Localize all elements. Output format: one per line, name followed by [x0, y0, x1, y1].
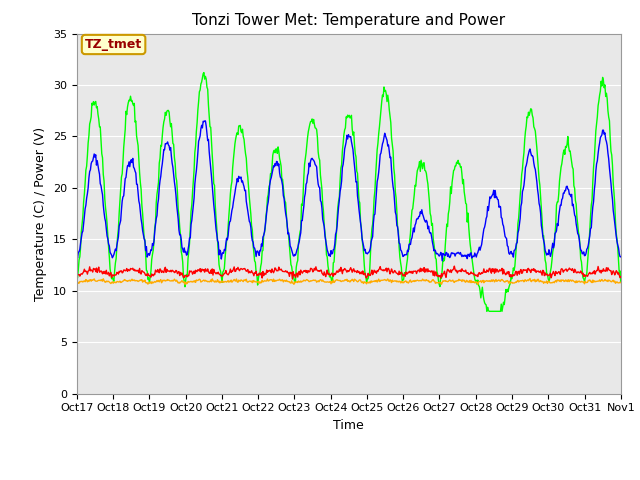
Solar V	[526, 276, 534, 281]
Battery V	[617, 274, 625, 280]
Panel T	[431, 255, 439, 261]
Battery V	[83, 269, 90, 275]
Line: Air T: Air T	[77, 121, 621, 261]
Line: Battery V: Battery V	[77, 266, 621, 279]
Battery V	[289, 276, 296, 282]
Text: TZ_tmet: TZ_tmet	[85, 38, 142, 51]
Air T	[202, 118, 209, 124]
Panel T	[83, 163, 90, 169]
Line: Panel T: Panel T	[77, 72, 621, 312]
Solar V	[415, 278, 422, 284]
Panel T	[73, 276, 81, 282]
Panel T	[223, 236, 231, 241]
Panel T	[483, 309, 491, 314]
Y-axis label: Temperature (C) / Power (V): Temperature (C) / Power (V)	[35, 127, 47, 300]
Title: Tonzi Tower Met: Temperature and Power: Tonzi Tower Met: Temperature and Power	[192, 13, 506, 28]
Solar V	[223, 279, 230, 285]
Solar V	[83, 277, 90, 283]
Solar V	[431, 278, 438, 284]
Panel T	[416, 159, 424, 165]
Battery V	[451, 263, 458, 269]
X-axis label: Time: Time	[333, 419, 364, 432]
Battery V	[139, 269, 147, 275]
Air T	[83, 195, 90, 201]
Panel T	[194, 107, 202, 113]
Panel T	[200, 70, 208, 75]
Panel T	[139, 211, 147, 216]
Battery V	[431, 269, 439, 275]
Air T	[438, 258, 446, 264]
Line: Solar V: Solar V	[77, 278, 621, 284]
Battery V	[416, 269, 424, 275]
Air T	[223, 237, 231, 243]
Air T	[139, 228, 147, 234]
Battery V	[73, 272, 81, 278]
Legend: Panel T, Battery V, Air T, Solar V: Panel T, Battery V, Air T, Solar V	[144, 479, 554, 480]
Air T	[194, 150, 202, 156]
Battery V	[194, 267, 202, 273]
Air T	[73, 251, 81, 257]
Solar V	[73, 279, 81, 285]
Panel T	[617, 279, 625, 285]
Air T	[431, 248, 439, 253]
Air T	[617, 254, 625, 260]
Air T	[416, 214, 424, 219]
Solar V	[194, 277, 202, 283]
Solar V	[474, 281, 482, 287]
Battery V	[223, 271, 230, 276]
Solar V	[139, 279, 147, 285]
Solar V	[617, 280, 625, 286]
